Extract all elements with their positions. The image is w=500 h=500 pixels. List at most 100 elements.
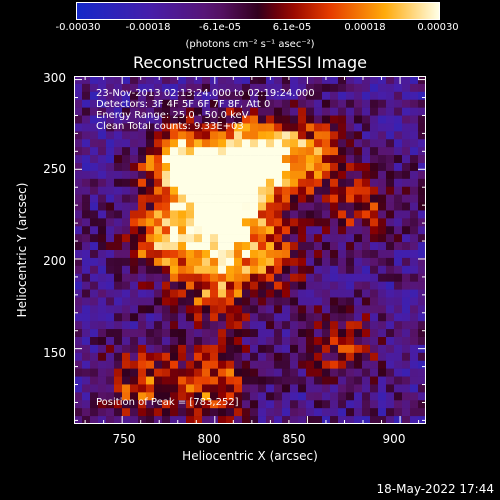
heatmap-cell [250, 194, 259, 203]
heatmap-cell [154, 416, 163, 424]
heatmap-cell [202, 257, 211, 267]
heatmap-cell [322, 99, 331, 108]
heatmap-cell [178, 186, 187, 195]
heatmap-cell [154, 115, 163, 124]
heatmap-cell [122, 297, 131, 306]
heatmap-cell [338, 400, 347, 409]
heatmap-cell [218, 408, 227, 417]
x-tick-label: 900 [382, 432, 406, 446]
heatmap-cell [394, 186, 403, 195]
heatmap-cell [218, 250, 227, 259]
heatmap-cell [202, 305, 211, 314]
heatmap-cell [290, 352, 299, 362]
heatmap-cell [82, 76, 91, 85]
heatmap-cell [130, 384, 139, 393]
heatmap-cell [106, 400, 115, 409]
heatmap-cell [106, 178, 115, 188]
heatmap-cell [362, 242, 371, 251]
heatmap-cell [322, 107, 331, 116]
heatmap-cell [314, 178, 323, 188]
heatmap-cell [258, 76, 267, 85]
heatmap-cell [394, 210, 403, 219]
heatmap-cell [266, 360, 275, 369]
heatmap-cell [170, 400, 179, 409]
heatmap-cell [98, 265, 107, 275]
heatmap-cell [402, 115, 411, 124]
heatmap-cell [194, 99, 203, 108]
heatmap-cell [242, 265, 251, 275]
heatmap-cell [242, 83, 251, 93]
heatmap-cell [282, 297, 291, 306]
heatmap-cell [386, 250, 395, 259]
heatmap-cell [226, 91, 235, 101]
heatmap-cell [378, 392, 387, 401]
heatmap-cell [250, 305, 259, 314]
heatmap-cell [106, 194, 115, 203]
heatmap-cell [394, 163, 403, 172]
heatmap-cell [138, 147, 147, 156]
heatmap-cell [226, 83, 235, 93]
heatmap-cell [346, 131, 355, 140]
heatmap-cell [402, 281, 411, 290]
heatmap-cell [274, 131, 283, 140]
heatmap-cell [106, 376, 115, 385]
heatmap-cell [82, 321, 91, 330]
heatmap-cell [362, 163, 371, 172]
heatmap-cell [306, 226, 315, 235]
heatmap-cell [250, 115, 259, 124]
heatmap-cell [402, 376, 411, 385]
heatmap-cell [378, 83, 387, 93]
heatmap-cell [138, 281, 147, 290]
heatmap-cell [234, 305, 243, 314]
heatmap-cell [170, 170, 179, 180]
heatmap-cell [138, 186, 147, 195]
heatmap-cell [402, 257, 411, 267]
heatmap-cell [138, 226, 147, 235]
heatmap-cell [122, 313, 131, 322]
heatmap-cell [218, 416, 227, 424]
heatmap-cell [210, 194, 219, 203]
heatmap-cell [298, 337, 307, 346]
heatmap-cell [90, 368, 99, 377]
heatmap-cell [386, 83, 395, 93]
heatmap-cell [242, 257, 251, 267]
heatmap-cell [322, 352, 331, 362]
heatmap-cell [322, 226, 331, 235]
heatmap-cell [82, 115, 91, 124]
heatmap-cell [402, 76, 411, 85]
heatmap-cell [402, 352, 411, 362]
heatmap-cell [378, 115, 387, 124]
heatmap-cell [218, 321, 227, 330]
heatmap-cell [258, 321, 267, 330]
heatmap-cell [138, 155, 147, 164]
heatmap-cell [170, 202, 179, 211]
heatmap-cell [234, 400, 243, 409]
heatmap-cell [338, 376, 347, 385]
heatmap-cell [330, 202, 339, 211]
heatmap-cell [330, 321, 339, 330]
heatmap-cell [338, 313, 347, 322]
heatmap-cell [90, 392, 99, 401]
heatmap-cell [394, 257, 403, 267]
heatmap-cell [282, 392, 291, 401]
heatmap-cell [274, 178, 283, 188]
heatmap-cell [194, 400, 203, 409]
heatmap-cell [98, 170, 107, 180]
heatmap-cell [346, 368, 355, 377]
heatmap-cell [354, 147, 363, 156]
heatmap-cell [130, 115, 139, 124]
heatmap-cell [362, 408, 371, 417]
heatmap-cell [306, 400, 315, 409]
heatmap-cell [154, 376, 163, 385]
heatmap-cell [170, 297, 179, 306]
heatmap-cell [250, 281, 259, 290]
heatmap-cell [170, 257, 179, 267]
heatmap-cell [346, 265, 355, 275]
heatmap-cell [218, 115, 227, 124]
heatmap-cell [346, 163, 355, 172]
heatmap-cell [250, 83, 259, 93]
heatmap-cell [138, 297, 147, 306]
colorbar-units: (photons cm⁻² s⁻¹ asec⁻²) [185, 39, 315, 50]
heatmap-cell [346, 329, 355, 338]
heatmap-cell [354, 400, 363, 409]
